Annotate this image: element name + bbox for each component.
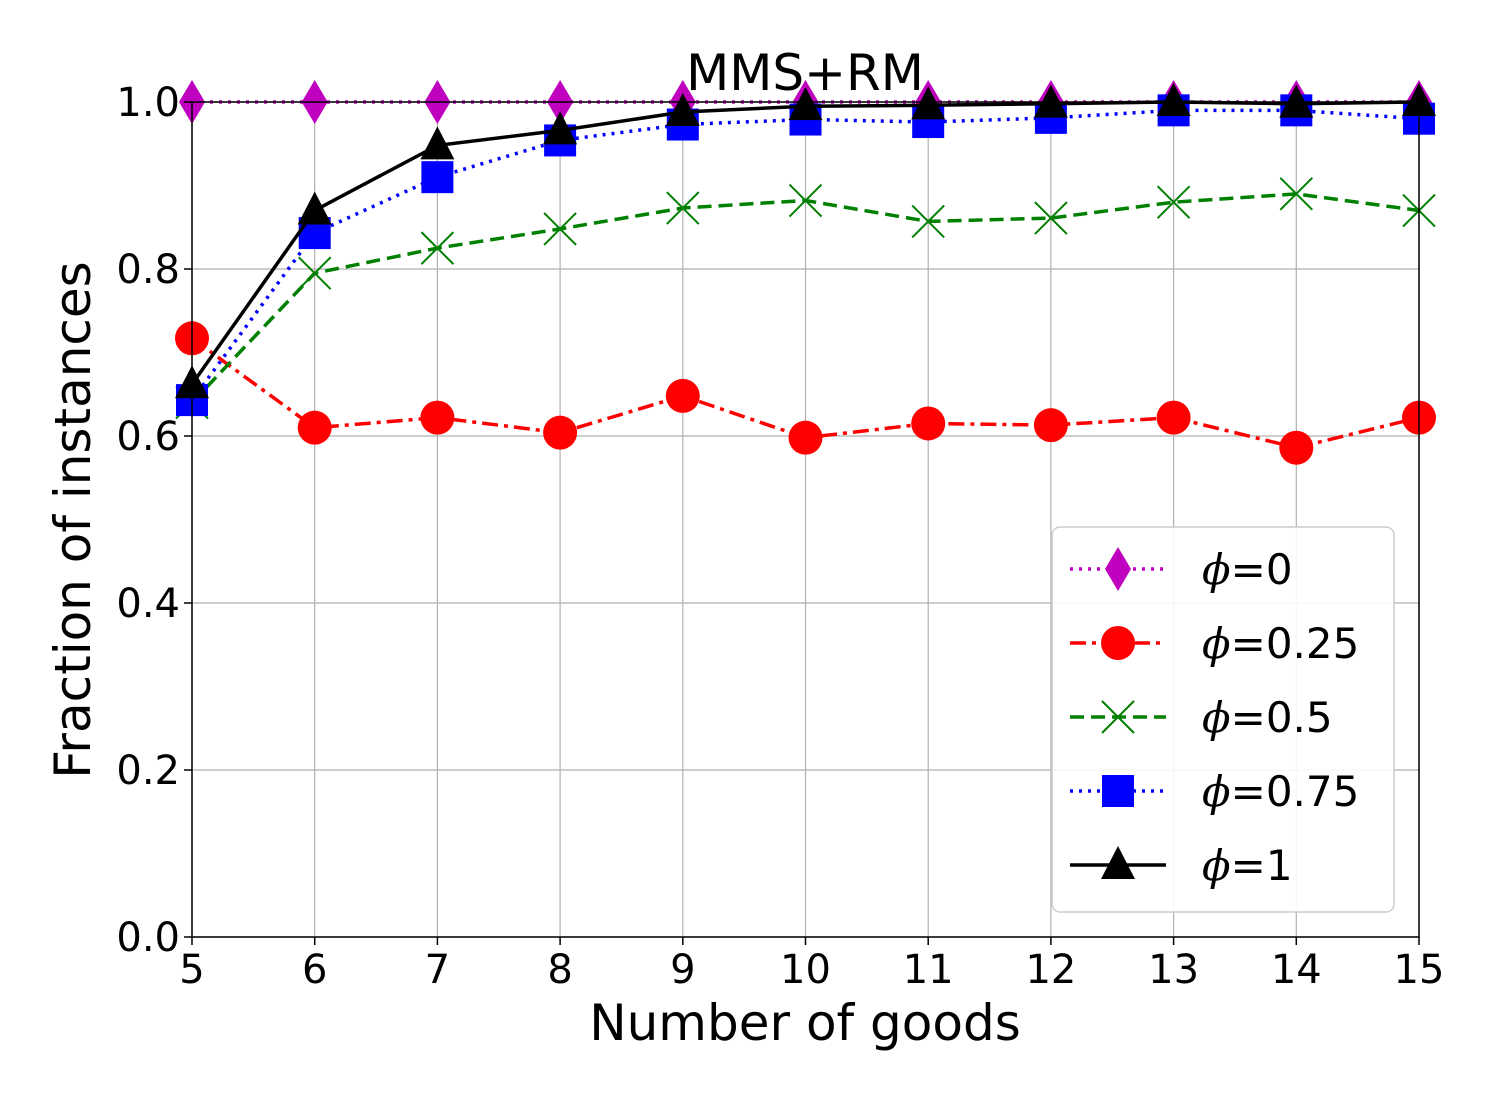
legend-symbol: ϕ [1202, 767, 1231, 816]
data-point [420, 400, 455, 435]
legend-item: ϕ=0.75 [1070, 767, 1359, 816]
data-point [543, 415, 578, 450]
legend-item: ϕ=0.5 [1070, 693, 1333, 742]
legend-value: =1 [1231, 841, 1293, 890]
data-point [543, 212, 577, 246]
data-point [1279, 177, 1314, 211]
legend-marker [1102, 775, 1134, 807]
y-axis-label: Fraction of instances [44, 261, 102, 778]
legend-symbol: ϕ [1202, 545, 1231, 594]
legend-item: ϕ=0.25 [1070, 619, 1359, 668]
legend-label: ϕ=0.75 [1202, 767, 1359, 816]
data-point [297, 191, 332, 225]
data-point [666, 191, 700, 225]
data-point [788, 87, 823, 121]
x-tick-label: 9 [670, 947, 695, 993]
data-point [297, 410, 332, 445]
legend-item: ϕ=0 [1070, 545, 1293, 594]
x-tick-label: 5 [179, 947, 204, 993]
data-point [1156, 185, 1191, 219]
x-tick-label: 14 [1271, 947, 1322, 993]
legend-item: ϕ=1 [1070, 841, 1293, 890]
x-tick-label: 7 [425, 947, 450, 993]
data-point [788, 183, 823, 218]
legend-value: =0.5 [1231, 693, 1333, 742]
y-tick-label: 0.2 [116, 748, 180, 794]
legend-symbol: ϕ [1202, 841, 1231, 890]
legend-marker [1101, 700, 1135, 734]
legend-value: =0.25 [1231, 619, 1360, 668]
legend: ϕ=0ϕ=0.25ϕ=0.5ϕ=0.75ϕ=1 [1051, 526, 1395, 913]
legend-box [1051, 526, 1395, 913]
legend-symbol: ϕ [1202, 693, 1231, 742]
x-tick-label: 8 [547, 947, 572, 993]
data-point [1033, 84, 1068, 118]
y-tick-label: 0.8 [116, 247, 180, 293]
x-tick-label: 11 [903, 947, 954, 993]
data-point [911, 406, 946, 441]
data-point [421, 161, 454, 194]
series-line [190, 108, 1420, 402]
legend-marker [1101, 846, 1135, 879]
legend-value: =0 [1231, 545, 1293, 594]
data-point [1156, 83, 1191, 116]
legend-value: =0.75 [1231, 767, 1360, 816]
data-point [1033, 408, 1068, 443]
data-point [420, 231, 455, 265]
data-point [1402, 83, 1436, 116]
legend-marker [1105, 547, 1131, 591]
data-point [665, 93, 700, 127]
axis-ticks: 5 6 7 8 9 10 11 12 13 14 15 0.0 0.2 0.4 0.6 0.8 1.0 [116, 80, 1444, 993]
x-tick-label: 15 [1394, 947, 1445, 993]
data-point [543, 111, 578, 145]
series-line [190, 336, 1420, 450]
y-tick-label: 1.0 [116, 80, 180, 126]
data-point [665, 378, 700, 413]
legend-label: ϕ=1 [1202, 841, 1293, 890]
data-point [1034, 201, 1068, 235]
data-point [420, 126, 455, 160]
data-point [1156, 400, 1191, 435]
y-tick-label: 0.6 [116, 414, 180, 460]
y-tick-label: 0.4 [116, 581, 180, 627]
data-point [788, 420, 823, 455]
data-point [911, 204, 945, 239]
x-tick-label: 10 [780, 947, 831, 993]
data-point [297, 256, 332, 290]
x-tick-label: 6 [302, 947, 327, 993]
legend-label: ϕ=0.25 [1202, 619, 1359, 668]
data-point [911, 86, 946, 120]
data-point [1279, 430, 1314, 465]
y-tick-label: 0.0 [116, 915, 180, 961]
legend-label: ϕ=0 [1202, 545, 1293, 594]
x-tick-label: 12 [1025, 947, 1076, 993]
legend-symbol: ϕ [1202, 619, 1231, 668]
legend-label: ϕ=0.5 [1202, 693, 1333, 742]
legend-marker [1101, 626, 1135, 660]
data-point [1279, 84, 1314, 118]
x-tick-label: 13 [1148, 947, 1199, 993]
x-axis-label: Number of goods [589, 994, 1021, 1052]
